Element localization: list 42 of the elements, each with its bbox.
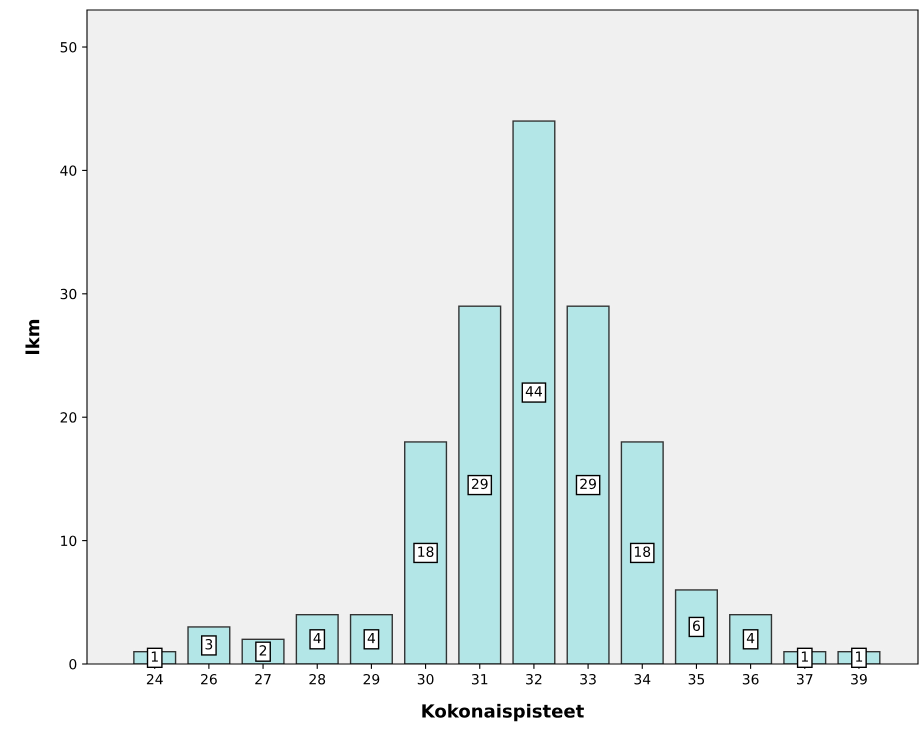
data-label: 2 [260,645,266,656]
x-tick-label: 24 [146,674,163,684]
bar [404,441,448,664]
data-label: 4 [368,633,376,644]
x-tick-label: 32 [526,674,542,684]
data-label: 3 [206,639,212,650]
data-label: 18 [418,546,434,557]
y-tick-label: 0 [69,658,76,670]
y-tick-label: 30 [60,288,76,300]
y-axis-title: lkm [25,320,40,354]
x-tick-label: 39 [851,674,867,684]
data-label: 6 [692,620,700,632]
bar [566,305,610,664]
data-label: 1 [856,652,862,662]
data-label: 29 [580,478,596,490]
y-tick-label: 40 [60,165,76,176]
data-label: 4 [313,633,321,644]
data-label: 29 [472,478,488,490]
x-tick-label: 31 [472,674,488,684]
x-tick-label: 29 [364,674,380,684]
bar [512,120,556,664]
y-tick-label: 50 [60,42,76,52]
data-label: 1 [802,652,808,662]
y-tick-label: 10 [61,536,76,546]
bar [620,441,664,664]
x-tick-label: 26 [201,674,217,684]
x-tick-label: 34 [634,674,650,684]
y-tick-label: 20 [60,412,76,423]
x-axis-title: Kokonaispisteet [422,704,584,722]
x-tick-label: 33 [580,674,596,684]
x-tick-label: 37 [797,674,812,684]
x-tick-label: 28 [309,674,326,684]
data-label: 4 [746,633,754,644]
data-label: 1 [152,652,158,662]
data-label: 18 [634,546,650,557]
x-tick-label: 35 [688,674,704,684]
x-tick-label: 36 [742,674,759,684]
x-tick-label: 27 [255,674,271,684]
x-tick-label: 30 [418,674,434,684]
data-label: 44 [526,386,542,396]
bar [674,589,718,664]
bar [458,305,502,664]
